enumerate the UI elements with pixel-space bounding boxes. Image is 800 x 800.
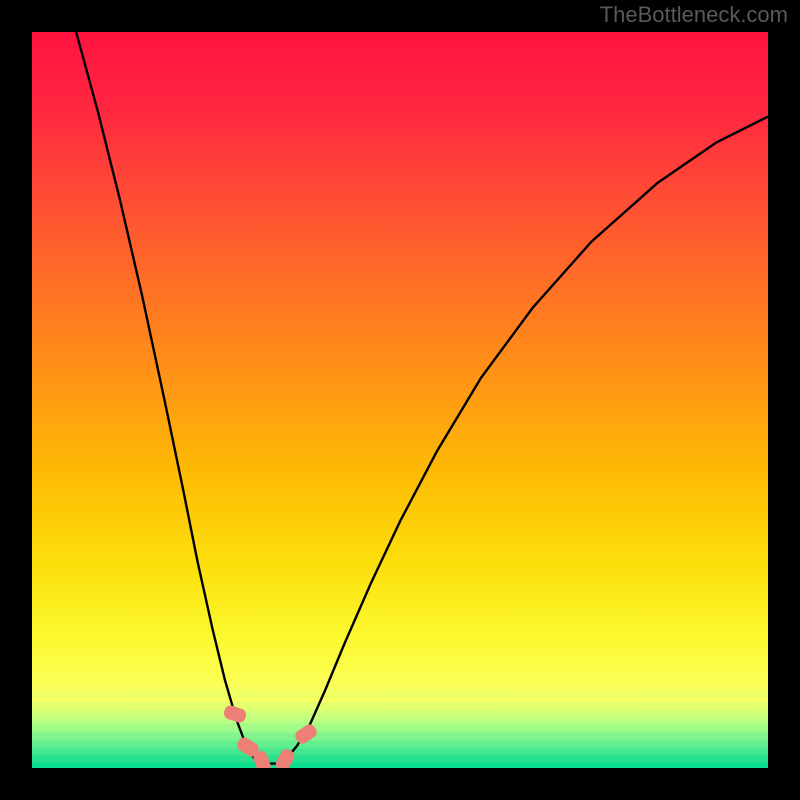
plot-area <box>32 32 768 768</box>
watermark-text: TheBottleneck.com <box>600 2 788 28</box>
curve-path <box>76 32 768 764</box>
bottleneck-curve <box>32 32 768 768</box>
